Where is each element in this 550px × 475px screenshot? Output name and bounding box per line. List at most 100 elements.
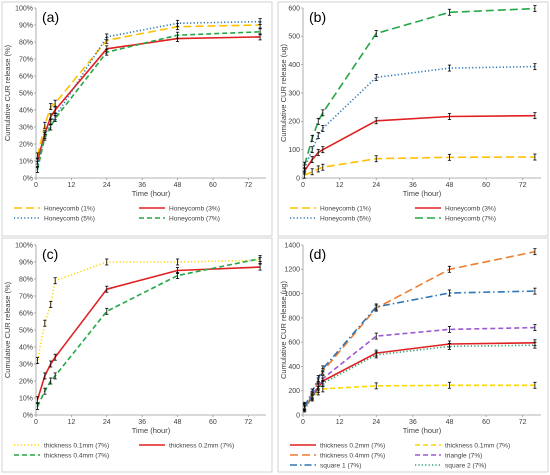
x-tick-label: 0 [301, 419, 305, 426]
y-tick-label: 100 [288, 147, 300, 154]
y-tick-label: 70% [19, 56, 33, 63]
y-tick-label: 90% [19, 259, 33, 266]
x-tick-label: 72 [244, 182, 252, 189]
legend-label: Honeycomb (1%) [320, 205, 371, 212]
y-tick-label: 80% [19, 276, 33, 283]
legend-item: thickness 0.4mm (7%) [290, 452, 385, 459]
legend-label: Honeycomb (3%) [169, 205, 220, 212]
legend-label: thickness 0.1mm (7%) [44, 442, 109, 449]
legend-item: Honeycomb (5%) [290, 215, 371, 222]
y-tick-label: 200 [288, 388, 300, 395]
legend-item: thickness 0.1mm (7%) [14, 442, 109, 449]
legend-label: thickness 0.4mm (7%) [44, 452, 109, 459]
x-tick-label: 60 [482, 419, 490, 426]
y-tick-label: 200 [288, 119, 300, 126]
x-tick-label: 36 [409, 419, 417, 426]
series-4 [302, 5, 537, 169]
x-axis-title: Time (hour) [132, 189, 171, 198]
y-tick-label: 40% [19, 344, 33, 351]
y-tick-label: 20% [19, 378, 33, 385]
legend: Honeycomb (1%) Honeycomb (3%) Honeycomb (5… [290, 205, 496, 222]
legend-item: square 1 (7%) [290, 462, 361, 469]
legend-item: thickness 0.1mm (7%) [415, 442, 510, 449]
x-tick-label: 72 [519, 419, 527, 426]
y-tick-label: 1400 [284, 242, 300, 249]
x-tick-label: 12 [336, 419, 344, 426]
series-3 [35, 255, 262, 410]
legend-item: Honeycomb (7%) [139, 215, 220, 222]
y-tick-label: 500 [288, 34, 300, 41]
legend-label: thickness 0.2mm (7%) [320, 442, 385, 449]
legend-item: thickness 0.4mm (7%) [14, 452, 109, 459]
x-tick-label: 12 [336, 182, 344, 189]
y-tick-label: 100% [15, 242, 33, 249]
panel-label: (a) [42, 9, 59, 25]
series-2 [302, 112, 537, 175]
legend-item: triangle (7%) [415, 452, 482, 459]
panel-frame [1, 237, 273, 473]
y-tick-label: 80% [19, 39, 33, 46]
y-tick-label: 30% [19, 361, 33, 368]
x-tick-label: 60 [209, 419, 217, 426]
x-tick-label: 72 [519, 182, 527, 189]
legend-item: Honeycomb (3%) [139, 205, 220, 212]
legend-label: Honeycomb (7%) [169, 215, 220, 222]
x-axis-title: Time (hour) [132, 426, 171, 435]
y-tick-label: 10% [19, 158, 33, 165]
panel-label: (d) [309, 246, 326, 262]
legend-label: Honeycomb (7%) [445, 215, 496, 222]
legend-item: square 2 (7%) [415, 462, 486, 469]
legend-label: thickness 0.2mm (7%) [169, 442, 234, 449]
series-3 [302, 63, 537, 172]
y-tick-label: 400 [288, 62, 300, 69]
y-tick-label: 600 [288, 340, 300, 347]
legend-item: Honeycomb (1%) [290, 205, 371, 212]
y-tick-label: 0 [296, 175, 300, 182]
x-tick-label: 48 [446, 419, 454, 426]
y-tick-label: 0 [296, 412, 300, 419]
x-tick-label: 36 [138, 182, 146, 189]
series-4 [35, 28, 262, 173]
legend-item: thickness 0.2mm (7%) [139, 442, 234, 449]
series-2 [35, 263, 262, 404]
y-tick-label: 600 [288, 5, 300, 12]
x-tick-label: 60 [209, 182, 217, 189]
legend-label: Honeycomb (5%) [320, 215, 371, 222]
y-tick-label: 90% [19, 22, 33, 29]
y-tick-label: 0% [23, 175, 33, 182]
legend-label: triangle (7%) [445, 452, 482, 459]
y-tick-label: 800 [288, 315, 300, 322]
chart-panel-2: 0 100 200 300 400 500 600 0 12 24 36 48 60 72 Time (ho… [277, 1, 549, 237]
y-axis-title: Cumulative CUR release (ug) [279, 281, 288, 379]
x-tick-label: 0 [301, 182, 305, 189]
legend-label: Honeycomb (5%) [44, 215, 95, 222]
y-tick-label: 400 [288, 364, 300, 371]
series-6 [302, 341, 537, 413]
legend: Honeycomb (1%) Honeycomb (3%) Honeycomb (5… [14, 205, 220, 222]
y-tick-label: 10% [19, 395, 33, 402]
y-tick-label: 1200 [284, 267, 300, 274]
y-tick-label: 100% [15, 5, 33, 12]
x-tick-label: 12 [67, 182, 75, 189]
legend-label: square 1 (7%) [320, 462, 361, 469]
y-tick-label: 0% [23, 412, 33, 419]
x-axis-title: Time (hour) [403, 189, 442, 198]
legend-label: thickness 0.1mm (7%) [445, 442, 510, 449]
y-axis-title: Cumulative CUR release (%) [3, 281, 12, 378]
y-axis-title: Cumulative CUR release (ug) [279, 44, 288, 142]
y-tick-label: 50% [19, 327, 33, 334]
y-tick-label: 20% [19, 141, 33, 148]
y-tick-label: 1000 [284, 291, 300, 298]
x-tick-label: 0 [34, 182, 38, 189]
x-tick-label: 48 [446, 182, 454, 189]
legend: thickness 0.1mm (7%) thickness 0.2mm (7%)… [14, 442, 234, 459]
legend-item: thickness 0.2mm (7%) [290, 442, 385, 449]
series-1 [35, 21, 262, 160]
chart-panel-4: 0 200 400 600 800 1000 1200 1400 0 12 24 36 48 60 72 Ti… [277, 237, 549, 473]
legend-item: Honeycomb (1%) [14, 205, 95, 212]
x-tick-label: 24 [372, 182, 380, 189]
legend: thickness 0.2mm (7%) thickness 0.1mm (7%)… [290, 442, 510, 469]
panel-label: (b) [309, 9, 326, 25]
y-tick-label: 50% [19, 90, 33, 97]
